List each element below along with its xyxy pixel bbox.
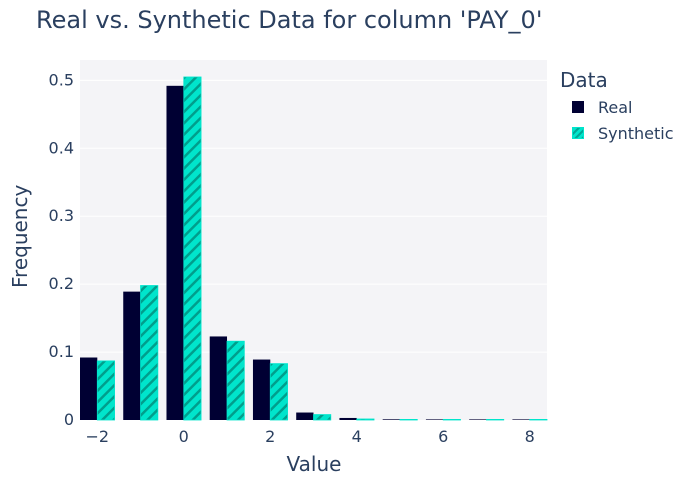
bar-real-4 [252,359,271,420]
bar-real-6 [339,417,357,420]
bar-synthetic-4 [269,363,288,421]
bar-real-1 [123,291,141,420]
bars-layer [80,76,548,421]
bar-synthetic-5 [313,414,332,421]
legend-label-real: Real [598,97,633,117]
bar-synthetic-10 [529,418,548,421]
y-tick-label-4: 0.4 [49,138,74,157]
bar-real-10 [512,419,530,420]
legend-title: Data [560,68,608,92]
legend: Data Real Synthetic [560,68,674,146]
y-tick-label-2: 0.2 [49,274,74,293]
y-tick-label-1: 0.1 [49,342,74,361]
legend-swatch-real [572,101,584,113]
y-tick-label-3: 0.3 [49,206,74,225]
legend-swatch-synthetic [572,127,584,139]
x-tick-label-0: −2 [85,427,109,446]
bar-synthetic-7 [399,418,418,421]
bar-real-0 [80,357,98,420]
bar-real-9 [469,419,487,420]
x-axis-title: Value [286,452,342,476]
legend-label-synthetic: Synthetic [598,123,674,143]
bar-real-5 [296,412,314,420]
ticks-layer: 0 0.1 0.2 0.3 0.4 0.5 −2 0 2 4 6 8 [49,70,535,446]
bar-synthetic-3 [226,340,245,421]
legend-item-synthetic[interactable]: Synthetic [560,120,674,146]
y-tick-label-5: 0.5 [49,70,74,89]
bar-synthetic-9 [486,418,505,421]
y-tick-label-0: 0 [64,410,74,429]
y-axis-title: Frequency [8,184,32,288]
legend-item-real[interactable]: Real [560,94,674,120]
x-tick-label-2: 2 [265,427,275,446]
bar-real-8 [425,419,444,420]
bar-synthetic-2 [183,76,202,421]
bar-synthetic-0 [96,360,115,421]
x-tick-label-4: 6 [438,427,448,446]
bar-synthetic-6 [356,418,375,421]
bar-real-7 [382,419,400,420]
bar-real-2 [166,85,184,421]
x-tick-label-5: 8 [525,427,535,446]
bar-real-3 [209,336,228,420]
bar-synthetic-8 [442,418,461,421]
bar-synthetic-1 [140,285,159,421]
x-tick-label-3: 4 [352,427,362,446]
chart-title: Real vs. Synthetic Data for column 'PAY_… [36,6,543,34]
x-tick-label-1: 0 [179,427,189,446]
